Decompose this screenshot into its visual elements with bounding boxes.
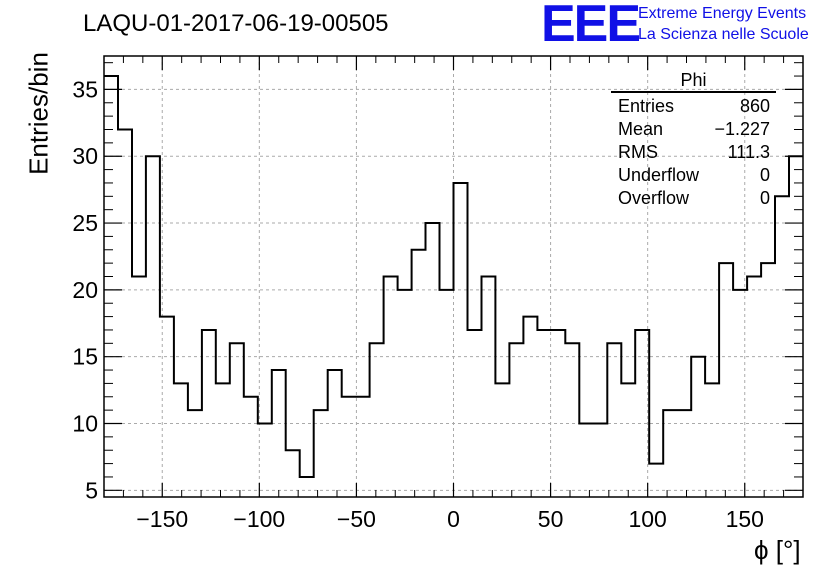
y-tick-label: 35 bbox=[72, 76, 98, 102]
stats-label: RMS bbox=[618, 142, 658, 162]
y-tick-label: 30 bbox=[72, 143, 98, 169]
stats-label: Overflow bbox=[618, 188, 690, 208]
stats-value: 0 bbox=[759, 188, 770, 208]
x-tick-label: 100 bbox=[628, 506, 666, 532]
eee-logo: EEE bbox=[541, 0, 641, 53]
x-tick-label: −100 bbox=[233, 506, 285, 532]
logo-caption: Extreme Energy Events La Scienza nelle S… bbox=[638, 3, 809, 45]
logo-line-2: La Scienza nelle Scuole bbox=[638, 26, 809, 43]
x-tick-label: −150 bbox=[136, 506, 188, 532]
y-axis-label: Entries/bin bbox=[23, 52, 54, 175]
stats-label: Mean bbox=[618, 119, 664, 139]
stats-value: 860 bbox=[739, 96, 770, 116]
stats-box-title: Phi bbox=[611, 70, 776, 93]
x-tick-label: 50 bbox=[538, 506, 564, 532]
stats-label: Entries bbox=[618, 96, 675, 116]
stats-value: 111.3 bbox=[727, 142, 770, 162]
tick-labels: −150 −100 −50 0 50 100 150 5 10 15 20 25 30 35 bbox=[72, 76, 764, 532]
stats-row: Entries 860 bbox=[611, 95, 776, 118]
plot-frame bbox=[103, 55, 804, 498]
x-tick-label: 0 bbox=[447, 506, 460, 532]
chart-title: LAQU-01-2017-06-19-00505 bbox=[83, 10, 389, 37]
histogram-step-line bbox=[104, 75, 803, 478]
stats-label: Underflow bbox=[618, 165, 700, 185]
x-axis-label: ϕ [°] bbox=[754, 535, 801, 565]
y-tick-label: 5 bbox=[85, 477, 98, 503]
x-tick-label: −50 bbox=[337, 506, 376, 532]
stats-value: −1.227 bbox=[714, 119, 770, 139]
stats-row: Overflow 0 bbox=[611, 187, 776, 210]
logo-line-1: Extreme Energy Events bbox=[638, 5, 807, 22]
y-tick-label: 20 bbox=[72, 277, 98, 303]
stats-row: Underflow 0 bbox=[611, 164, 776, 187]
stats-value: 0 bbox=[759, 165, 770, 185]
stats-row: Mean −1.227 bbox=[611, 118, 776, 141]
stats-row: RMS 111.3 bbox=[611, 141, 776, 164]
x-tick-label: 150 bbox=[726, 506, 764, 532]
y-tick-label: 25 bbox=[72, 210, 98, 236]
y-tick-label: 10 bbox=[72, 411, 98, 437]
y-tick-label: 15 bbox=[72, 344, 98, 370]
stats-box: Phi Entries 860 Mean −1.227 RMS 111.3 Under… bbox=[611, 70, 776, 210]
